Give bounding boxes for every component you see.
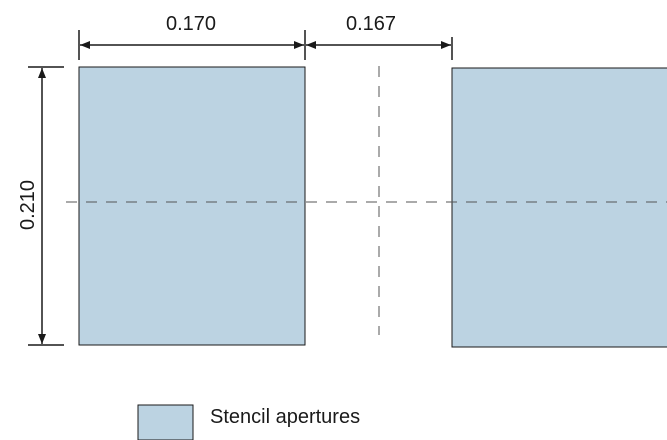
height-dimension: 0.210 xyxy=(17,66,64,346)
width-label: 0.170 xyxy=(166,13,216,35)
legend-swatch xyxy=(137,404,194,440)
width-dimension: 0.170 xyxy=(78,13,306,60)
right-aperture xyxy=(451,67,667,348)
legend: Stencil apertures xyxy=(137,404,360,440)
legend-label: Stencil apertures xyxy=(210,406,360,428)
height-label: 0.210 xyxy=(17,180,39,230)
gap-label: 0.167 xyxy=(346,13,396,35)
left-aperture xyxy=(78,66,306,346)
gap-dimension: 0.167 xyxy=(306,13,453,60)
